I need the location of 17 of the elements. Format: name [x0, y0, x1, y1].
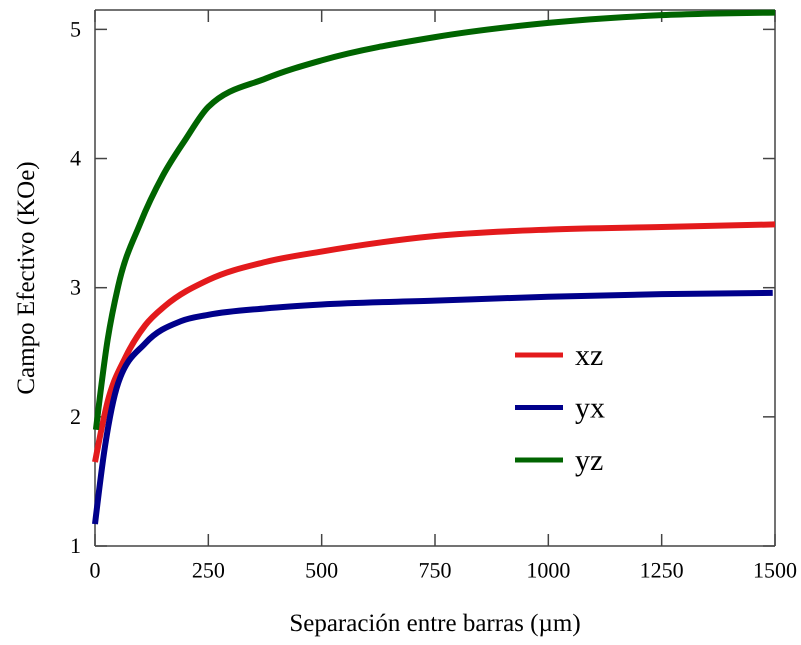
- y-tick-label: 3: [70, 274, 81, 300]
- x-tick-label: 1500: [753, 558, 797, 583]
- x-tick-label: 1250: [640, 558, 684, 583]
- legend-label: yz: [575, 444, 604, 477]
- y-tick-label: 2: [70, 404, 81, 429]
- x-tick-label: 500: [305, 558, 338, 583]
- x-tick-label: 750: [418, 558, 452, 583]
- x-axis-title: Separación entre barras (µm): [289, 610, 581, 637]
- x-tick-label: 250: [192, 558, 225, 583]
- y-tick-label: 1: [70, 533, 81, 558]
- legend-label: yx: [575, 392, 605, 424]
- legend-label: xz: [575, 339, 604, 372]
- x-tick-label: 0: [90, 558, 100, 583]
- y-tick-label: 5: [70, 16, 81, 42]
- x-tick-label: 1000: [526, 558, 570, 583]
- y-tick-label: 4: [70, 146, 81, 171]
- y-axis-title: Campo Efectivo (KOe): [13, 161, 40, 395]
